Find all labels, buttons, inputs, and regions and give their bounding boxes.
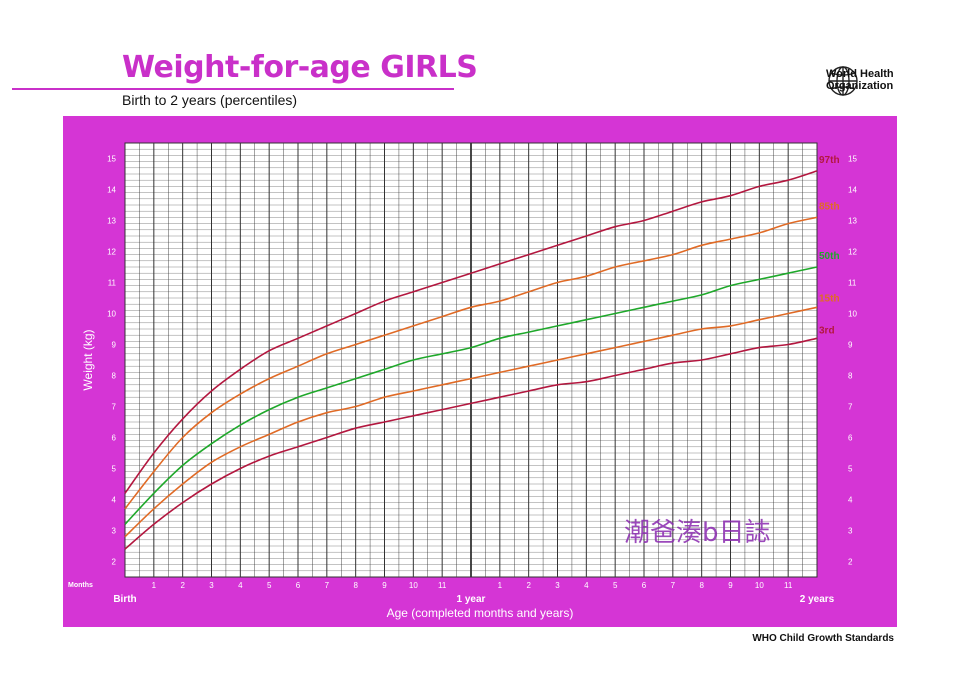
x-tick-label: 5 (613, 581, 618, 590)
footer-source: WHO Child Growth Standards (752, 633, 894, 644)
x-tick-label: 4 (238, 581, 243, 590)
x-tick-label: 7 (325, 581, 330, 590)
x-unit-label: Months (68, 582, 93, 589)
series-label-3rd: 3rd (819, 325, 835, 336)
title-underline (12, 88, 454, 90)
y-tick-label-right: 12 (848, 248, 857, 257)
series-line-97th (124, 170, 818, 494)
y-tick-label-left: 10 (107, 310, 116, 319)
x-tick-label: 10 (755, 581, 764, 590)
x-tick-label: 6 (296, 581, 301, 590)
y-tick-label-left: 9 (112, 341, 117, 350)
x-tick-label: 8 (699, 581, 704, 590)
series-line-50th (124, 266, 818, 525)
series-line-85th (124, 216, 818, 510)
who-logo-line2: Organization (826, 80, 894, 92)
series-line-15th (124, 306, 818, 538)
chart-title: Weight-for-age GIRLS (122, 50, 478, 85)
x-tick-label: 5 (267, 581, 272, 590)
y-tick-label-right: 14 (848, 186, 857, 195)
x-tick-label: 6 (642, 581, 647, 590)
x-tick-label: 11 (438, 581, 447, 590)
y-tick-label-right: 5 (848, 465, 853, 474)
x-tick-label: 2 (526, 581, 531, 590)
x-tick-label: 11 (784, 581, 793, 590)
x-tick-label: 3 (555, 581, 560, 590)
plot-border (124, 142, 818, 578)
y-tick-label-right: 10 (848, 310, 857, 319)
y-tick-label-left: 5 (112, 465, 117, 474)
y-tick-label-right: 2 (848, 558, 853, 567)
chart-subtitle: Birth to 2 years (percentiles) (122, 92, 298, 108)
series-label-97th: 97th (819, 155, 840, 166)
x-tick-label: Birth (113, 594, 136, 605)
series-label-15th: 15th (819, 293, 840, 304)
y-tick-label-right: 9 (848, 341, 853, 350)
who-logo-text: World Health Organization (826, 68, 894, 92)
y-tick-label-right: 15 (848, 155, 857, 164)
y-tick-label-left: 6 (112, 434, 117, 443)
x-axis-title: Age (completed months and years) (387, 606, 574, 620)
who-globe-icon (828, 66, 858, 96)
y-tick-label-left: 4 (112, 496, 117, 505)
y-tick-label-left: 11 (108, 279, 117, 288)
y-tick-label-right: 6 (848, 434, 853, 443)
x-tick-label: 4 (584, 581, 589, 590)
y-tick-label-right: 13 (848, 217, 857, 226)
x-tick-label: 2 years (800, 594, 835, 605)
y-tick-label-left: 15 (107, 155, 116, 164)
x-tick-label: 7 (671, 581, 676, 590)
y-axis-title: Weight (kg) (81, 329, 95, 390)
series-label-50th: 50th (819, 251, 840, 262)
x-tick-label: 9 (728, 581, 733, 590)
x-tick-label: 1 year (457, 594, 486, 605)
watermark-text: 潮爸湊b日誌 (624, 518, 771, 548)
x-tick-label: 10 (409, 581, 418, 590)
y-tick-label-right: 3 (848, 527, 853, 536)
y-tick-label-right: 7 (848, 403, 853, 412)
y-tick-label-left: 14 (107, 186, 116, 195)
x-tick-label: 9 (382, 581, 387, 590)
y-tick-label-left: 7 (112, 403, 117, 412)
y-tick-label-right: 4 (848, 496, 853, 505)
series-label-85th: 85th (819, 201, 840, 212)
x-tick-label: 2 (180, 581, 185, 590)
y-tick-label-left: 12 (107, 248, 116, 257)
x-tick-label: 3 (209, 581, 214, 590)
y-tick-label-left: 3 (112, 527, 117, 536)
y-tick-label-left: 8 (112, 372, 117, 381)
y-tick-label-left: 2 (112, 558, 117, 567)
y-tick-label-right: 11 (848, 279, 857, 288)
x-tick-label: 1 (152, 581, 157, 590)
x-tick-label: 1 (498, 581, 503, 590)
who-logo (828, 66, 858, 96)
x-tick-label: 8 (353, 581, 358, 590)
series-line-3rd (124, 337, 818, 550)
y-tick-label-right: 8 (848, 372, 853, 381)
who-logo-line1: World Health (826, 68, 894, 80)
y-tick-label-left: 13 (107, 217, 116, 226)
